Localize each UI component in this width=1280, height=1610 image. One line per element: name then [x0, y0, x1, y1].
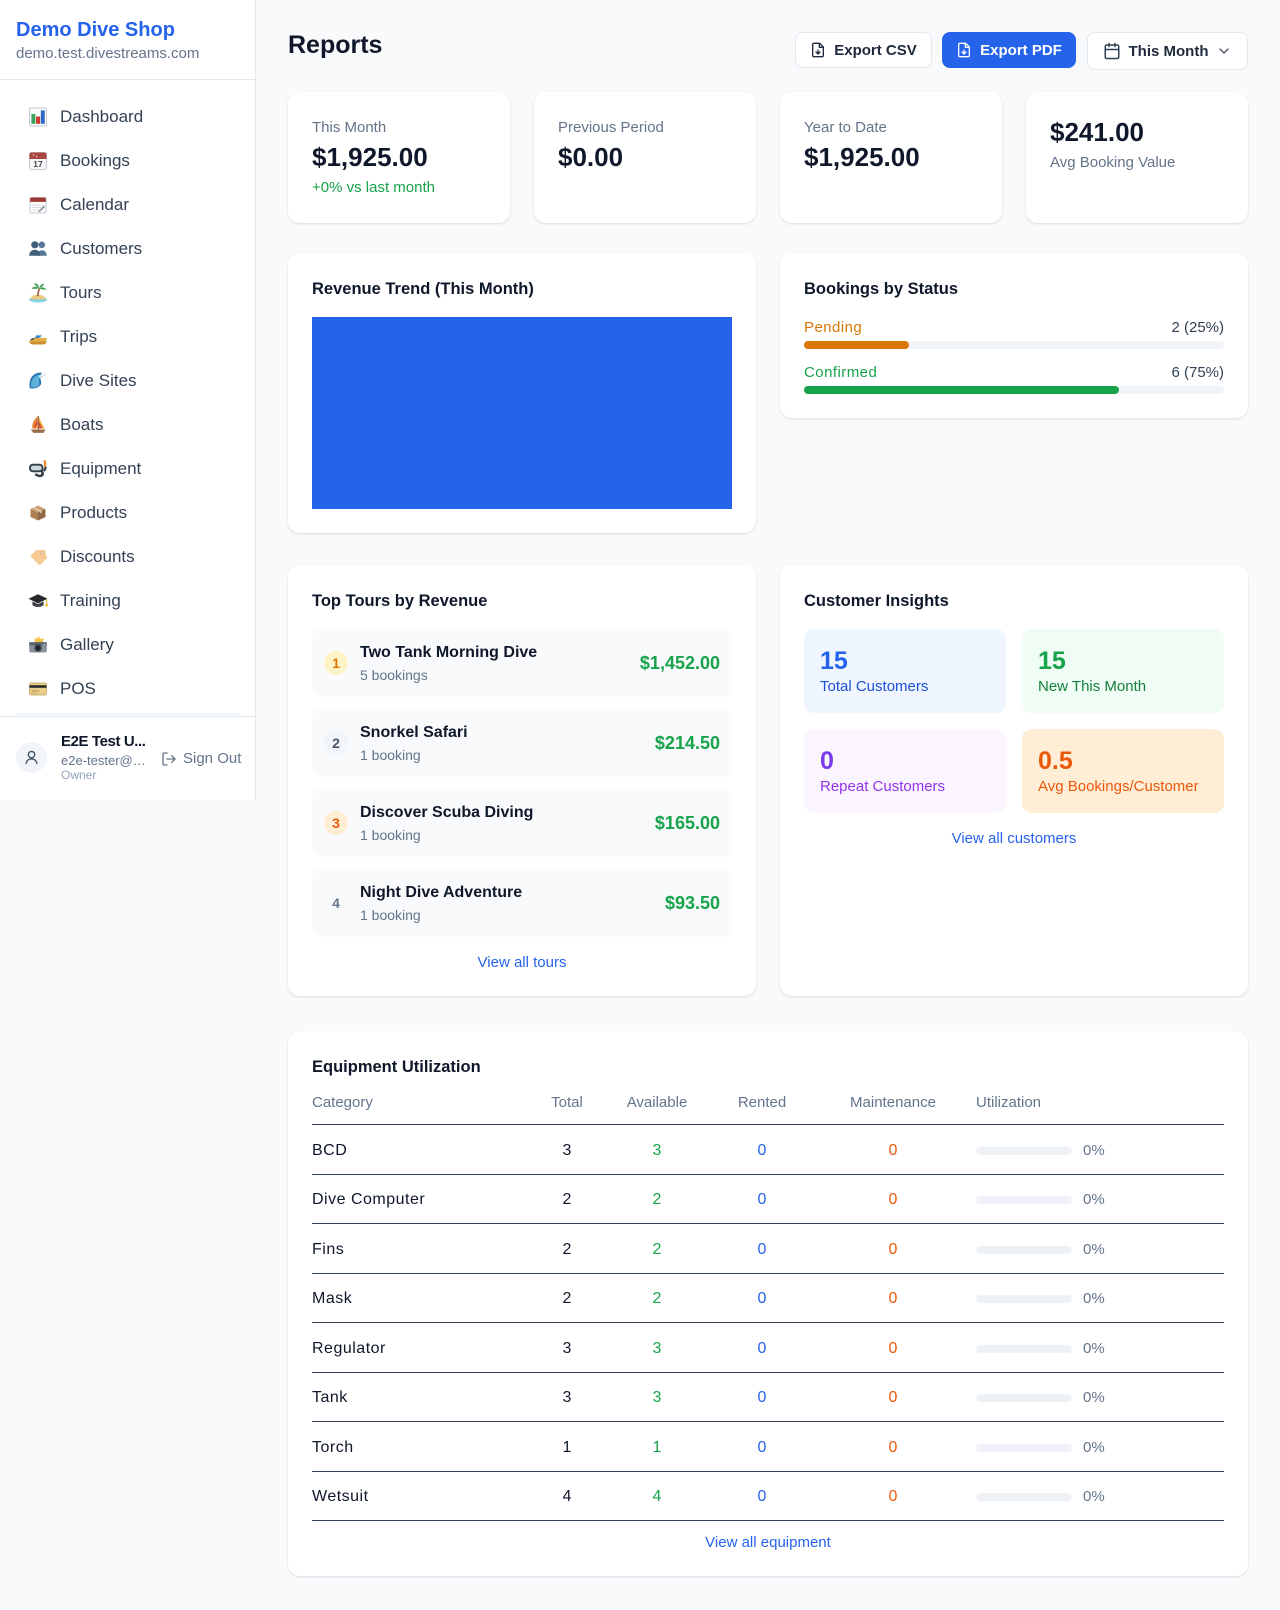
svg-text:17: 17	[33, 159, 43, 169]
